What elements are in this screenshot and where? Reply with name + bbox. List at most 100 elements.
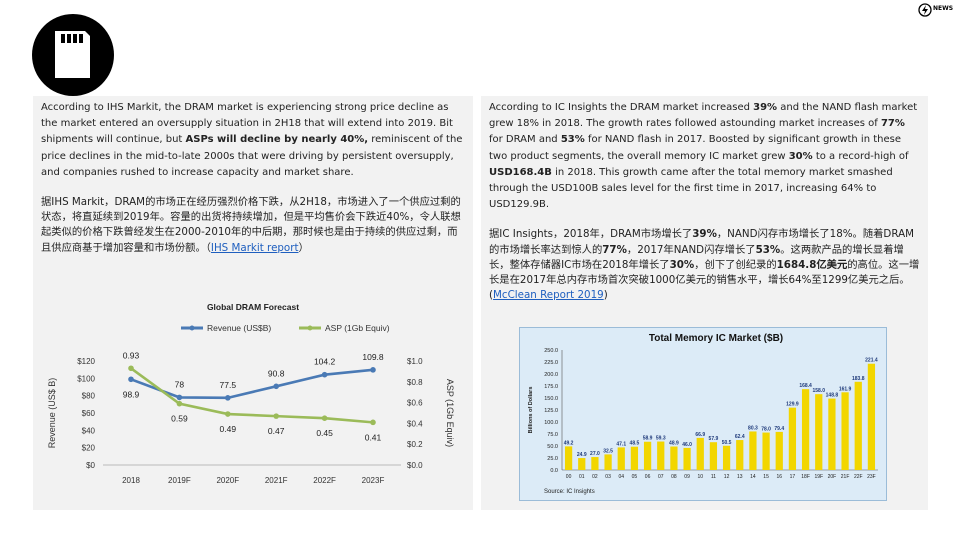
- x-tick-label: 06: [645, 474, 651, 480]
- bar: [815, 394, 823, 470]
- chart-title: Global DRAM Forecast: [207, 302, 299, 312]
- y-axis-title: Billions of Dollars: [528, 387, 534, 434]
- y2-tick-label: $0.4: [407, 419, 423, 428]
- bar: [709, 442, 718, 470]
- bar: [854, 381, 862, 470]
- x-tick-label: 2021F: [265, 476, 288, 485]
- bold-segment: 39%: [692, 228, 717, 241]
- right-english-paragraph: According to IC Insights the DRAM market…: [489, 100, 920, 213]
- bold-segment: 77%: [880, 118, 905, 130]
- data-point: [176, 394, 183, 401]
- bar-value-label: 221.4: [865, 358, 878, 364]
- y-tick-label: 25.0: [547, 456, 558, 462]
- text-segment: for DRAM and: [489, 134, 561, 146]
- data-label: 104.2: [314, 357, 336, 367]
- memory-ic-chart-frame: Total Memory IC Market ($B) 0.0 25.0 50.0 7…: [519, 327, 887, 501]
- x-tick-label: 08: [671, 474, 677, 480]
- bar-value-label: 80.3: [748, 425, 758, 431]
- paren: ）: [298, 241, 309, 254]
- bold-segment: 30%: [788, 150, 813, 162]
- bar-value-label: 48.9: [669, 441, 679, 447]
- y-tick-label: $40: [82, 426, 96, 435]
- news-logo: NEWS: [918, 2, 954, 18]
- bar-value-label: 59.3: [656, 436, 666, 442]
- chart-legend: Revenue (US$B) ASP (1Gb Equiv): [181, 323, 390, 333]
- data-point: [128, 376, 134, 383]
- x-tick-label: 12: [724, 474, 730, 480]
- x-tick-label: 2022F: [313, 476, 336, 485]
- bar: [630, 446, 639, 470]
- y2-tick-label: $0.8: [407, 378, 423, 387]
- text-segment: reminiscent of the price declines in the…: [41, 134, 463, 178]
- y-tick-label: 50.0: [547, 444, 558, 450]
- bar-value-label: 148.8: [826, 393, 839, 399]
- paren: ): [603, 289, 608, 302]
- x-tick-label: 00: [566, 474, 572, 480]
- bar-value-label: 57.9: [709, 436, 719, 442]
- x-tick-label: 02: [592, 474, 598, 480]
- bar: [617, 447, 625, 470]
- series-line: [130, 368, 374, 400]
- bar: [604, 454, 612, 470]
- data-point: [225, 395, 231, 401]
- bold-segment: USD168.4B: [489, 166, 552, 178]
- x-tick-label: 13: [737, 474, 743, 480]
- x-tick-label: 15: [763, 474, 769, 480]
- mcclean-report-link[interactable]: McClean Report 2019: [493, 289, 604, 302]
- y2-tick-label: $0.2: [407, 440, 423, 449]
- y2-axis-title: ASP (1Gb Equiv): [445, 379, 455, 447]
- bold-segment: 30%: [669, 258, 695, 271]
- series-line: [130, 367, 374, 424]
- x-tick-label: 16: [776, 474, 782, 480]
- legend-marker: [307, 325, 313, 331]
- data-point: [321, 371, 328, 378]
- x-tick-label: 2019F: [168, 476, 191, 485]
- bar-value-label: 168.4: [799, 383, 812, 389]
- y-tick-label: $80: [82, 392, 96, 401]
- data-label: 109.8: [362, 352, 384, 362]
- bar: [749, 431, 757, 470]
- bar-value-label: 161.9: [839, 386, 852, 392]
- data-point: [370, 367, 376, 373]
- data-label: 0.93: [123, 350, 140, 360]
- text-segment: 。这两款产品的增长显着增长，整体存储器IC市场在2018年增长了: [489, 243, 904, 271]
- text-segment: ，创下了创纪录的: [694, 258, 777, 271]
- bar-value-label: 78.0: [761, 427, 771, 433]
- y-tick-label: 250.0: [544, 348, 558, 354]
- bar: [828, 398, 836, 470]
- sd-card-icon: [32, 14, 114, 96]
- paren: (: [489, 289, 494, 302]
- bar: [722, 445, 731, 470]
- bar-value-label: 24.9: [577, 452, 587, 458]
- text-segment: 据IC Insights，2018年，DRAM市场增长了: [489, 228, 693, 241]
- memory-ic-market-chart: Total Memory IC Market ($B) 0.0 25.0 50.0 7…: [528, 333, 878, 495]
- bar-value-label: 183.8: [852, 376, 865, 382]
- bar: [591, 457, 599, 470]
- ihs-markit-report-link[interactable]: IHS Markit report: [210, 241, 299, 254]
- bar: [643, 441, 652, 470]
- source-note: Source: IC Insights: [544, 489, 595, 495]
- chart-title: Total Memory IC Market ($B): [649, 333, 783, 344]
- x-tick-label: 03: [605, 474, 611, 480]
- dram-forecast-chart: Global DRAM Forecast Revenue (US$B) ASP (…: [47, 302, 455, 485]
- text-segment: in 2018. This growth came after the tota…: [489, 166, 893, 211]
- y-tick-label: $60: [82, 409, 96, 418]
- data-label: 0.41: [365, 432, 382, 442]
- bar: [788, 407, 797, 470]
- y-tick-label: 100.0: [544, 420, 558, 426]
- bar: [578, 458, 586, 470]
- data-point: [128, 365, 134, 372]
- paren: （: [205, 241, 211, 254]
- bar-value-label: 50.5: [722, 440, 732, 446]
- right-chinese-paragraph: 据IC Insights，2018年，DRAM市场增长了39%，NAND闪存市场…: [489, 227, 920, 303]
- x-tick-label: 07: [658, 474, 664, 480]
- left-english-paragraph: According to IHS Markit, the DRAM market…: [41, 100, 465, 181]
- data-point: [370, 419, 376, 426]
- x-tick-label: 2023F: [362, 476, 385, 485]
- bold-segment: 39%: [753, 102, 778, 113]
- y-tick-label: 150.0: [544, 396, 558, 402]
- legend-marker: [189, 325, 195, 331]
- x-tick-label: 04: [618, 474, 624, 480]
- y-tick-label: $20: [82, 444, 96, 453]
- data-point: [321, 415, 328, 421]
